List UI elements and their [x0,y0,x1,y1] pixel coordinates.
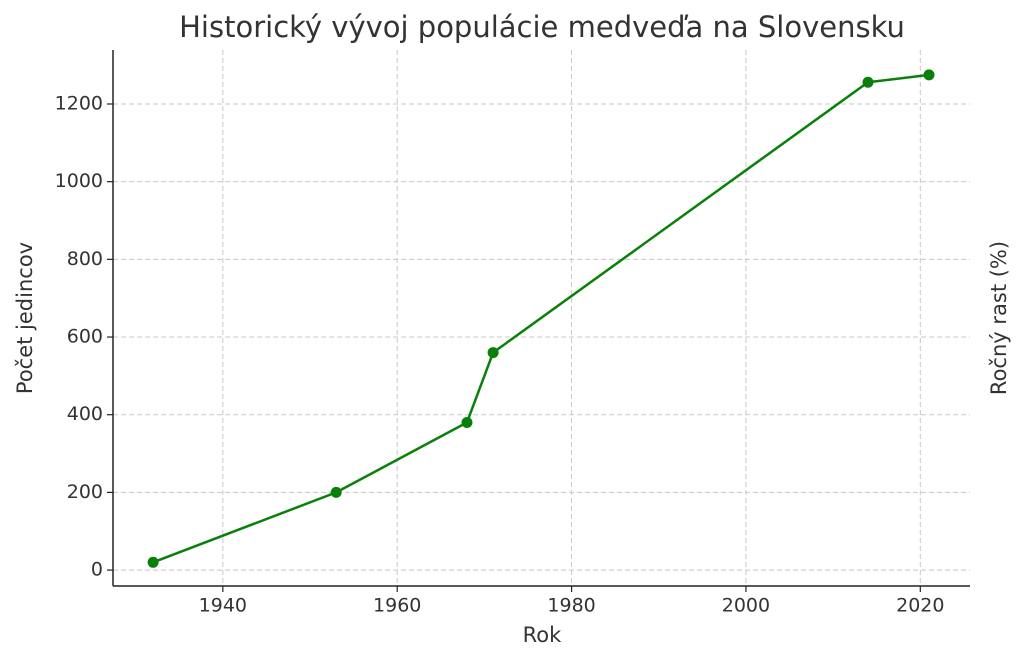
y-tick-label: 1200 [55,92,103,114]
y-axis-label: Počet jedincov [13,242,37,394]
data-point [862,76,874,88]
y2-axis-label: Ročný rast (%) [987,241,1011,395]
y-tick-label: 0 [91,559,103,581]
data-point [147,556,159,568]
y-tick-label: 200 [67,481,103,503]
x-tick-label: 1940 [199,595,247,617]
x-tick-label: 2000 [722,595,770,617]
x-tick-label: 1960 [373,595,421,617]
x-tick-label: 2020 [896,595,944,617]
data-point [487,347,499,359]
x-tick-label: 1980 [547,595,595,617]
y-tick-label: 1000 [55,170,103,192]
data-point [461,416,473,428]
data-point [330,486,342,498]
y-tick-label: 600 [67,326,103,348]
y-tick-label: 400 [67,403,103,425]
x-axis-label: Rok [523,623,562,647]
data-line [152,73,930,564]
grid [113,50,970,586]
y-tick-label: 800 [67,248,103,270]
data-point [923,69,935,81]
chart-title: Historický vývoj populácie medveďa na Sl… [179,10,905,44]
